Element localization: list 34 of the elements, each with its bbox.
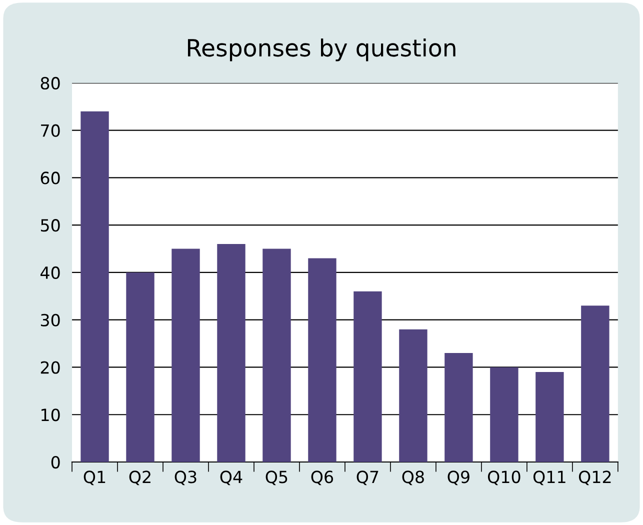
x-tick-label: Q2 [129,470,150,486]
bar [399,329,428,462]
y-tick-label: 70 [41,124,60,137]
bar [262,248,291,462]
y-tick-label: 80 [40,76,60,90]
y-tick-label: 20 [40,361,60,374]
x-tick-label: Q7 [356,470,378,486]
chart-title: Responses by question [188,38,456,62]
bar [444,353,473,462]
x-tick-label: Q8 [402,470,424,486]
x-tick-label: Q10 [488,470,520,486]
bar [172,248,200,462]
bar [308,258,336,462]
y-tick-label: 30 [40,314,60,326]
bar [80,111,109,462]
bar [354,291,382,462]
y-tick-label: 0 [51,456,60,469]
y-tick-label: 40 [40,266,60,280]
x-tick-label: Q4 [220,470,242,486]
x-tick-label: Q3 [174,470,196,486]
y-tick-label: 60 [40,172,60,184]
x-tick-label: Q1 [84,470,106,486]
bar [536,372,564,462]
x-tick-label: Q5 [266,470,288,486]
x-tick-label: Q6 [311,470,334,486]
bar [126,272,154,462]
y-tick-label: 50 [40,219,60,232]
x-tick-label: Q12 [578,470,611,486]
x-tick-label: Q9 [448,470,470,486]
bar [490,367,518,462]
y-tick-label: 10 [42,408,60,422]
bar [581,306,610,462]
x-tick-label: Q11 [533,470,566,486]
bar [217,244,246,462]
